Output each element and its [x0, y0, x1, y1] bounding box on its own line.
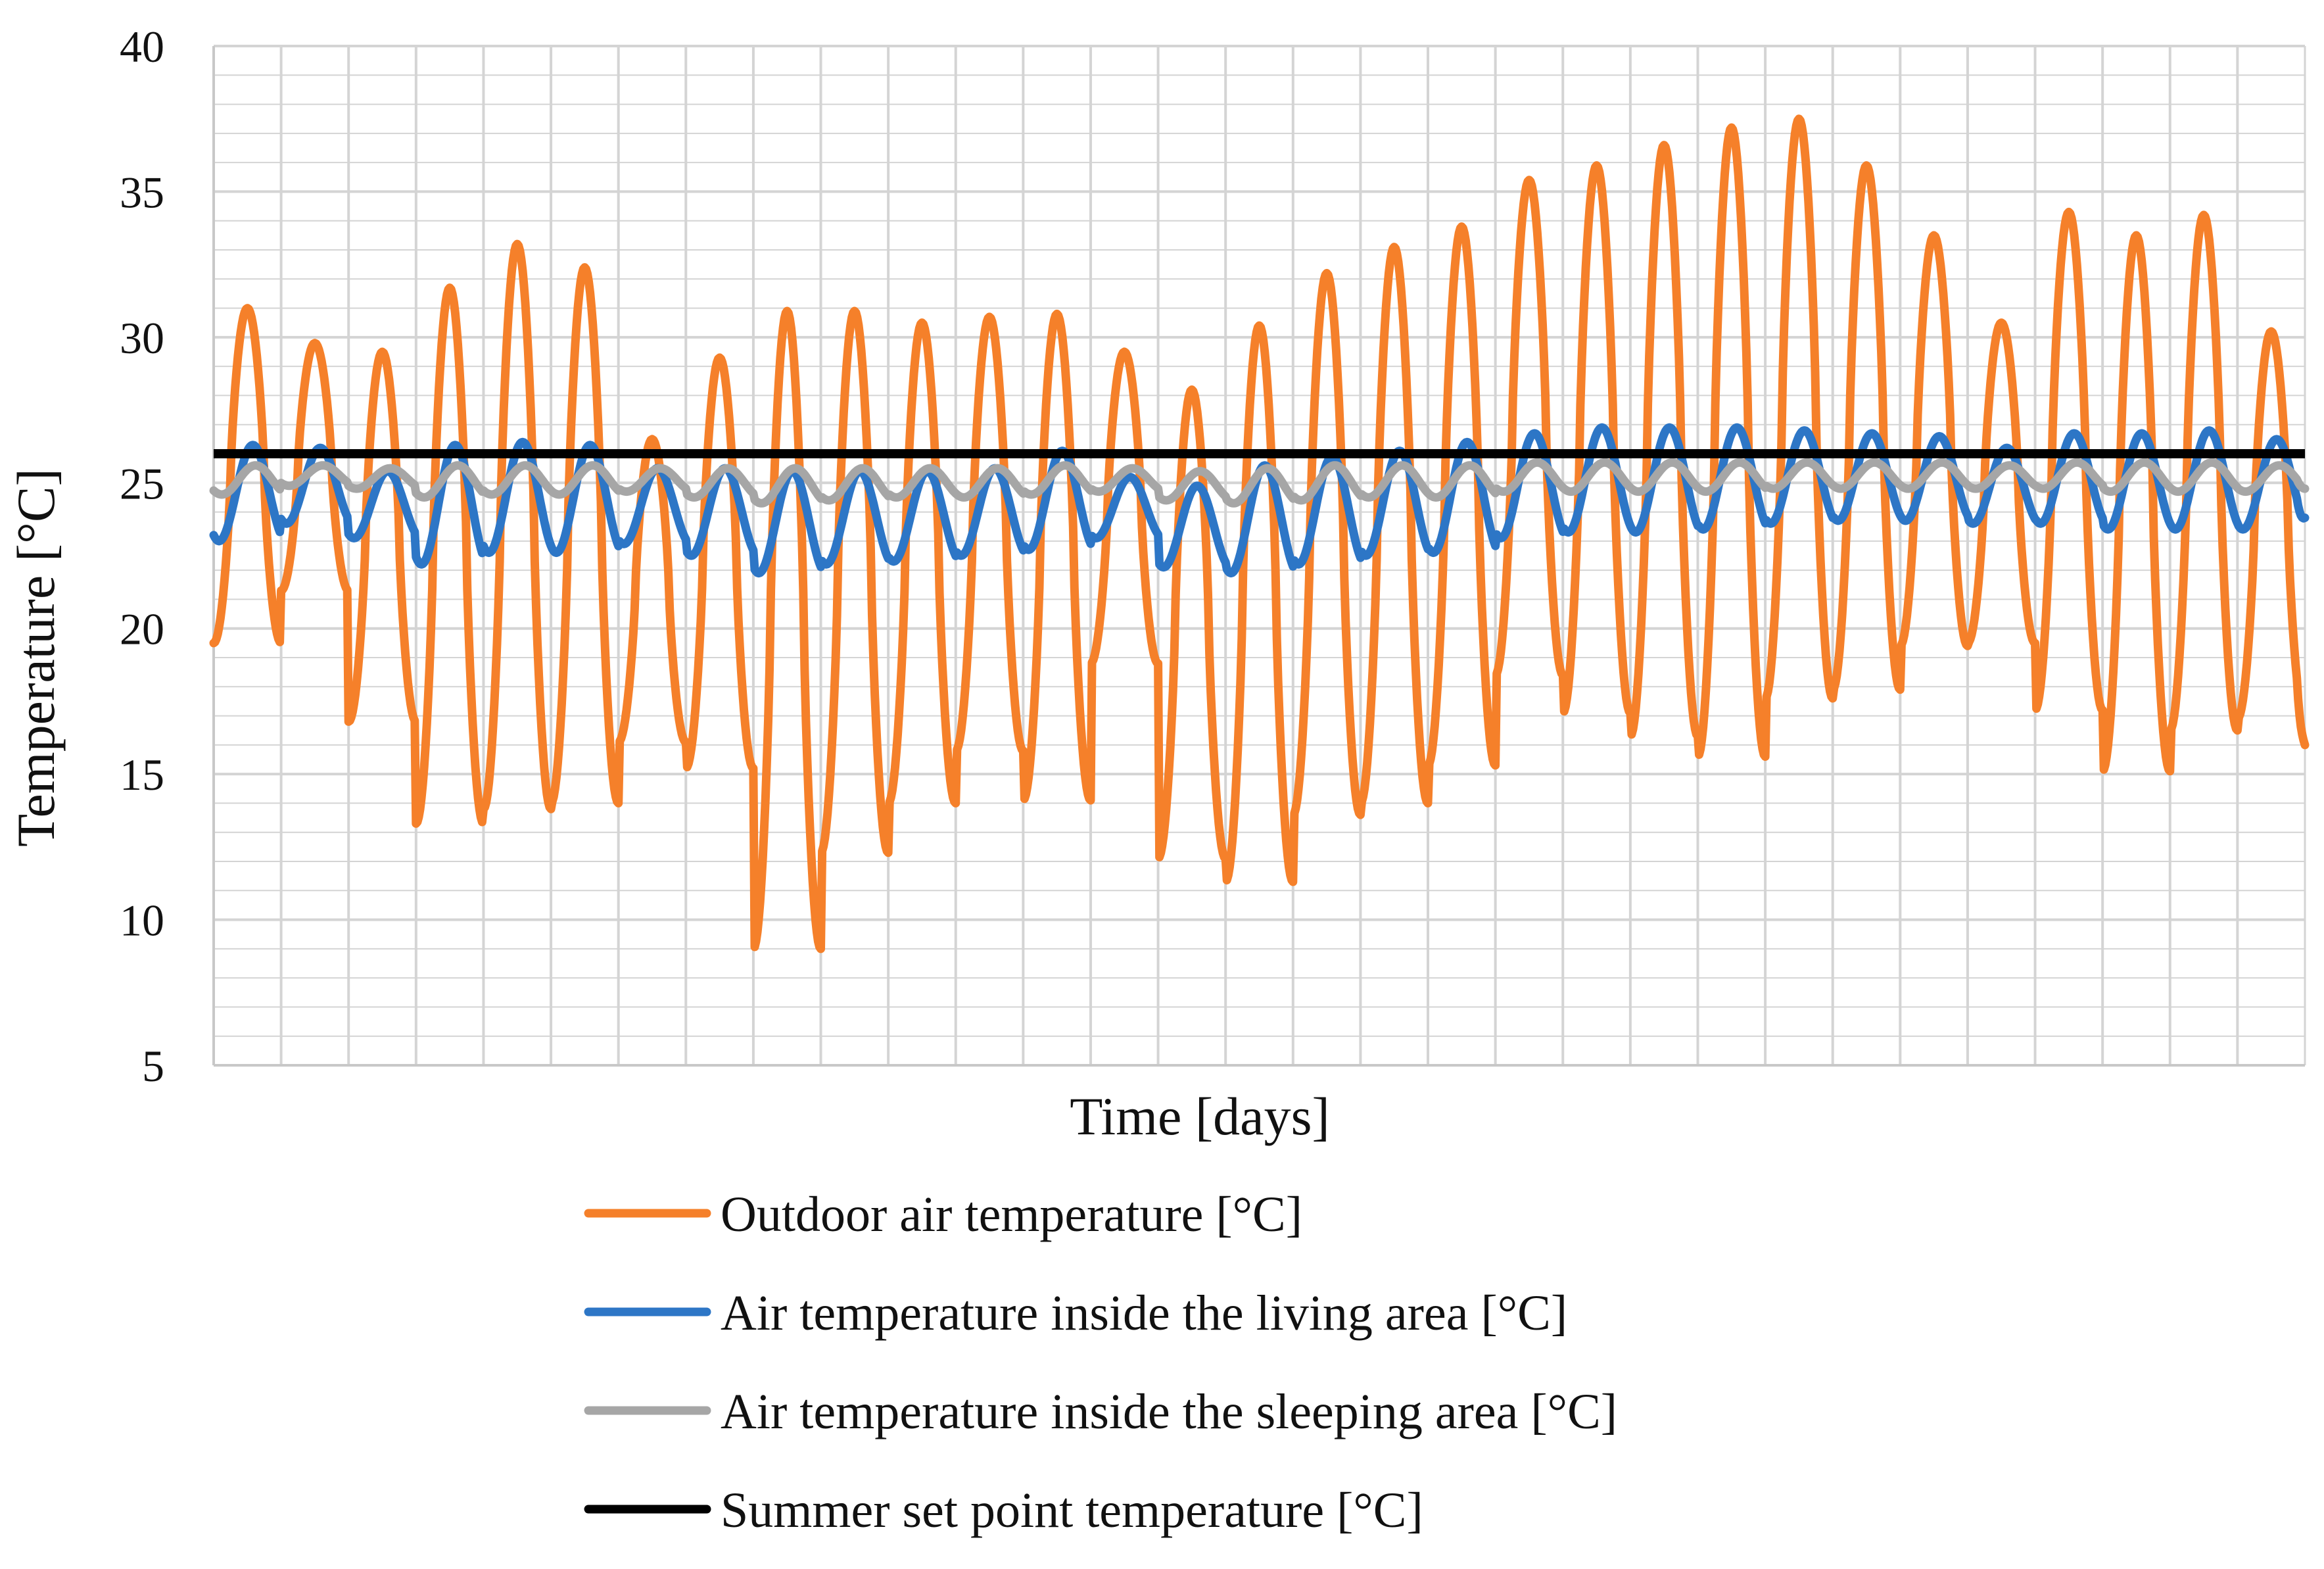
y-tick-label: 5 [142, 1041, 164, 1091]
legend-label-outdoor: Outdoor air temperature [°C] [721, 1187, 1302, 1242]
x-axis-label: Time [days] [1070, 1086, 1330, 1146]
y-axis-label: Temperature [°C] [6, 468, 66, 847]
legend-label-setpoint: Summer set point temperature [°C] [721, 1483, 1423, 1538]
y-tick-label: 20 [120, 604, 164, 654]
chart-series [209, 114, 2310, 953]
y-tick-labels: 40 35 30 25 20 15 10 5 [120, 22, 164, 1091]
chart-grid [214, 45, 2306, 1065]
y-tick-label: 10 [120, 896, 164, 946]
legend-item-living: Air temperature inside the living area [… [584, 1286, 1567, 1341]
y-tick-label: 40 [120, 22, 164, 72]
y-tick-label: 35 [120, 167, 164, 217]
legend-item-sleeping: Air temperature inside the sleeping area… [584, 1384, 1617, 1439]
y-tick-label: 15 [120, 750, 164, 800]
y-tick-label: 25 [120, 458, 164, 508]
legend-item-outdoor: Outdoor air temperature [°C] [584, 1187, 1302, 1242]
legend-item-setpoint: Summer set point temperature [°C] [584, 1483, 1423, 1538]
series-line-outdoor [209, 114, 2310, 953]
y-tick-label: 30 [120, 313, 164, 363]
legend-label-sleeping: Air temperature inside the sleeping area… [721, 1384, 1617, 1439]
series-line-sleeping [209, 458, 2310, 508]
chart-axes [212, 46, 2305, 1067]
legend-label-living: Air temperature inside the living area [… [721, 1286, 1567, 1341]
legend: Outdoor air temperature [°C] Air tempera… [584, 1187, 1617, 1538]
